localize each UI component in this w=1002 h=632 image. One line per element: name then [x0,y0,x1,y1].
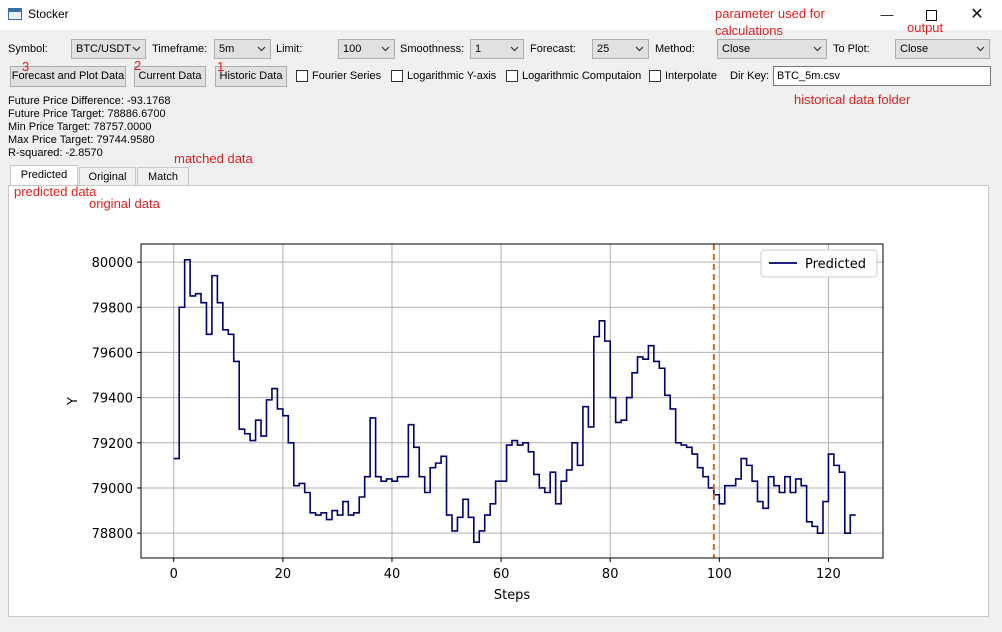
chevron-down-icon [381,46,390,52]
log-comp-checkbox[interactable] [506,70,518,82]
annotation-3: 3 [22,59,30,74]
log-y-label: Logarithmic Y-axis [407,70,497,82]
future-price-difference: Future Price Difference: -93.1768 [8,95,171,107]
y-tick-label: 79200 [92,437,133,452]
window-title: Stocker [28,7,69,21]
forecast-value: 25 [597,43,610,55]
toplot-label: To Plot: [833,43,870,55]
tab-match[interactable]: Match [137,167,189,187]
y-tick-label: 79600 [92,346,133,361]
method-label: Method: [655,43,695,55]
min-price-target: Min Price Target: 78757.0000 [8,121,152,133]
predicted-chart: 0 20 40 60 80 100 120 78800 79000 79200 79400 79600… [66,243,884,603]
chevron-down-icon [257,46,266,52]
minimize-button[interactable]: — [864,0,910,30]
close-icon: ✕ [970,6,984,23]
symbol-label: Symbol: [8,43,48,55]
annotation-output: output [907,20,944,35]
tab-original[interactable]: Original [79,167,136,187]
x-tick-label: 40 [384,567,401,582]
y-tick-label: 79400 [92,392,133,407]
interpolate-checkbox[interactable] [649,70,661,82]
smoothness-combo[interactable]: 1 [470,39,524,59]
timeframe-value: 5m [219,43,235,55]
plot-frame [140,243,884,559]
chevron-down-icon [132,46,141,52]
chevron-down-icon [976,46,985,52]
timeframe-combo[interactable]: 5m [214,39,271,59]
x-tick-label: 100 [707,567,732,582]
historic-data-button[interactable]: Historic Data [215,66,287,87]
smoothness-label: Smoothness: [400,43,465,55]
symbol-value: BTC/USDT [76,43,131,55]
log-comp-label: Logarithmic Computaion [522,70,642,82]
limit-combo[interactable]: 100 [338,39,395,59]
y-axis-label: Y [66,397,81,406]
chevron-down-icon [510,46,519,52]
dirkey-input[interactable] [773,66,991,86]
legend-box [760,249,878,278]
annotation-original: original data [89,196,160,211]
forecast-label: Forecast: [530,43,576,55]
title-bar: Stocker — ✕ [0,0,1002,30]
limit-value: 100 [343,43,362,55]
annotation-parameter: parameter used for calculations [715,6,825,38]
x-axis-label: Steps [494,588,531,603]
x-tick-label: 60 [493,567,510,582]
app-icon [8,8,22,20]
x-tick-label: 0 [170,567,178,582]
max-price-target: Max Price Target: 79744.9580 [8,134,155,146]
future-price-target: Future Price Target: 78886.6700 [8,108,166,120]
chevron-down-icon [635,46,644,52]
close-button[interactable]: ✕ [954,0,1000,30]
symbol-combo[interactable]: BTC/USDT [71,39,146,59]
method-combo[interactable]: Close [717,39,827,59]
legend: Predicted [760,249,878,278]
r-squared: R-squared: -2.8570 [8,147,103,159]
y-tick-label: 79000 [92,482,133,497]
y-tick-label: 80000 [92,256,133,271]
y-tick-label: 79800 [92,301,133,316]
current-data-button[interactable]: Current Data [134,66,206,87]
maximize-button[interactable] [908,0,954,30]
method-value: Close [722,43,751,55]
fourier-checkbox[interactable] [296,70,308,82]
x-tick-label: 80 [602,567,619,582]
maximize-icon [925,10,937,22]
annotation-predicted: predicted data [14,184,97,199]
tab-predicted[interactable]: Predicted [10,165,78,187]
fourier-label: Fourier Series [312,70,382,82]
annotation-matched: matched data [174,151,253,166]
toplot-value: Close [900,43,929,55]
series-line-predicted [173,259,856,543]
toplot-combo[interactable]: Close [895,39,990,59]
forecast-plot-button[interactable]: Forecast and Plot Data [10,66,126,87]
chevron-down-icon [813,46,822,52]
annotation-1: 1 [217,59,225,74]
limit-label: Limit: [276,43,303,55]
timeframe-label: Timeframe: [152,43,208,55]
interpolate-label: Interpolate [665,70,717,82]
smoothness-value: 1 [475,43,482,55]
minimize-icon: — [880,7,894,22]
x-tick-label: 20 [275,567,292,582]
forecast-combo[interactable]: 25 [592,39,649,59]
x-tick-label: 120 [816,567,841,582]
annotation-2: 2 [134,58,142,73]
log-y-checkbox[interactable] [391,70,403,82]
dirkey-label: Dir Key: [730,70,770,82]
y-tick-label: 78800 [92,527,133,542]
annotation-historical-folder: historical data folder [794,92,911,107]
tab-panel: 0 20 40 60 80 100 120 78800 79000 79200 79400 79600… [8,185,989,617]
legend-label-predicted: Predicted [805,257,866,272]
